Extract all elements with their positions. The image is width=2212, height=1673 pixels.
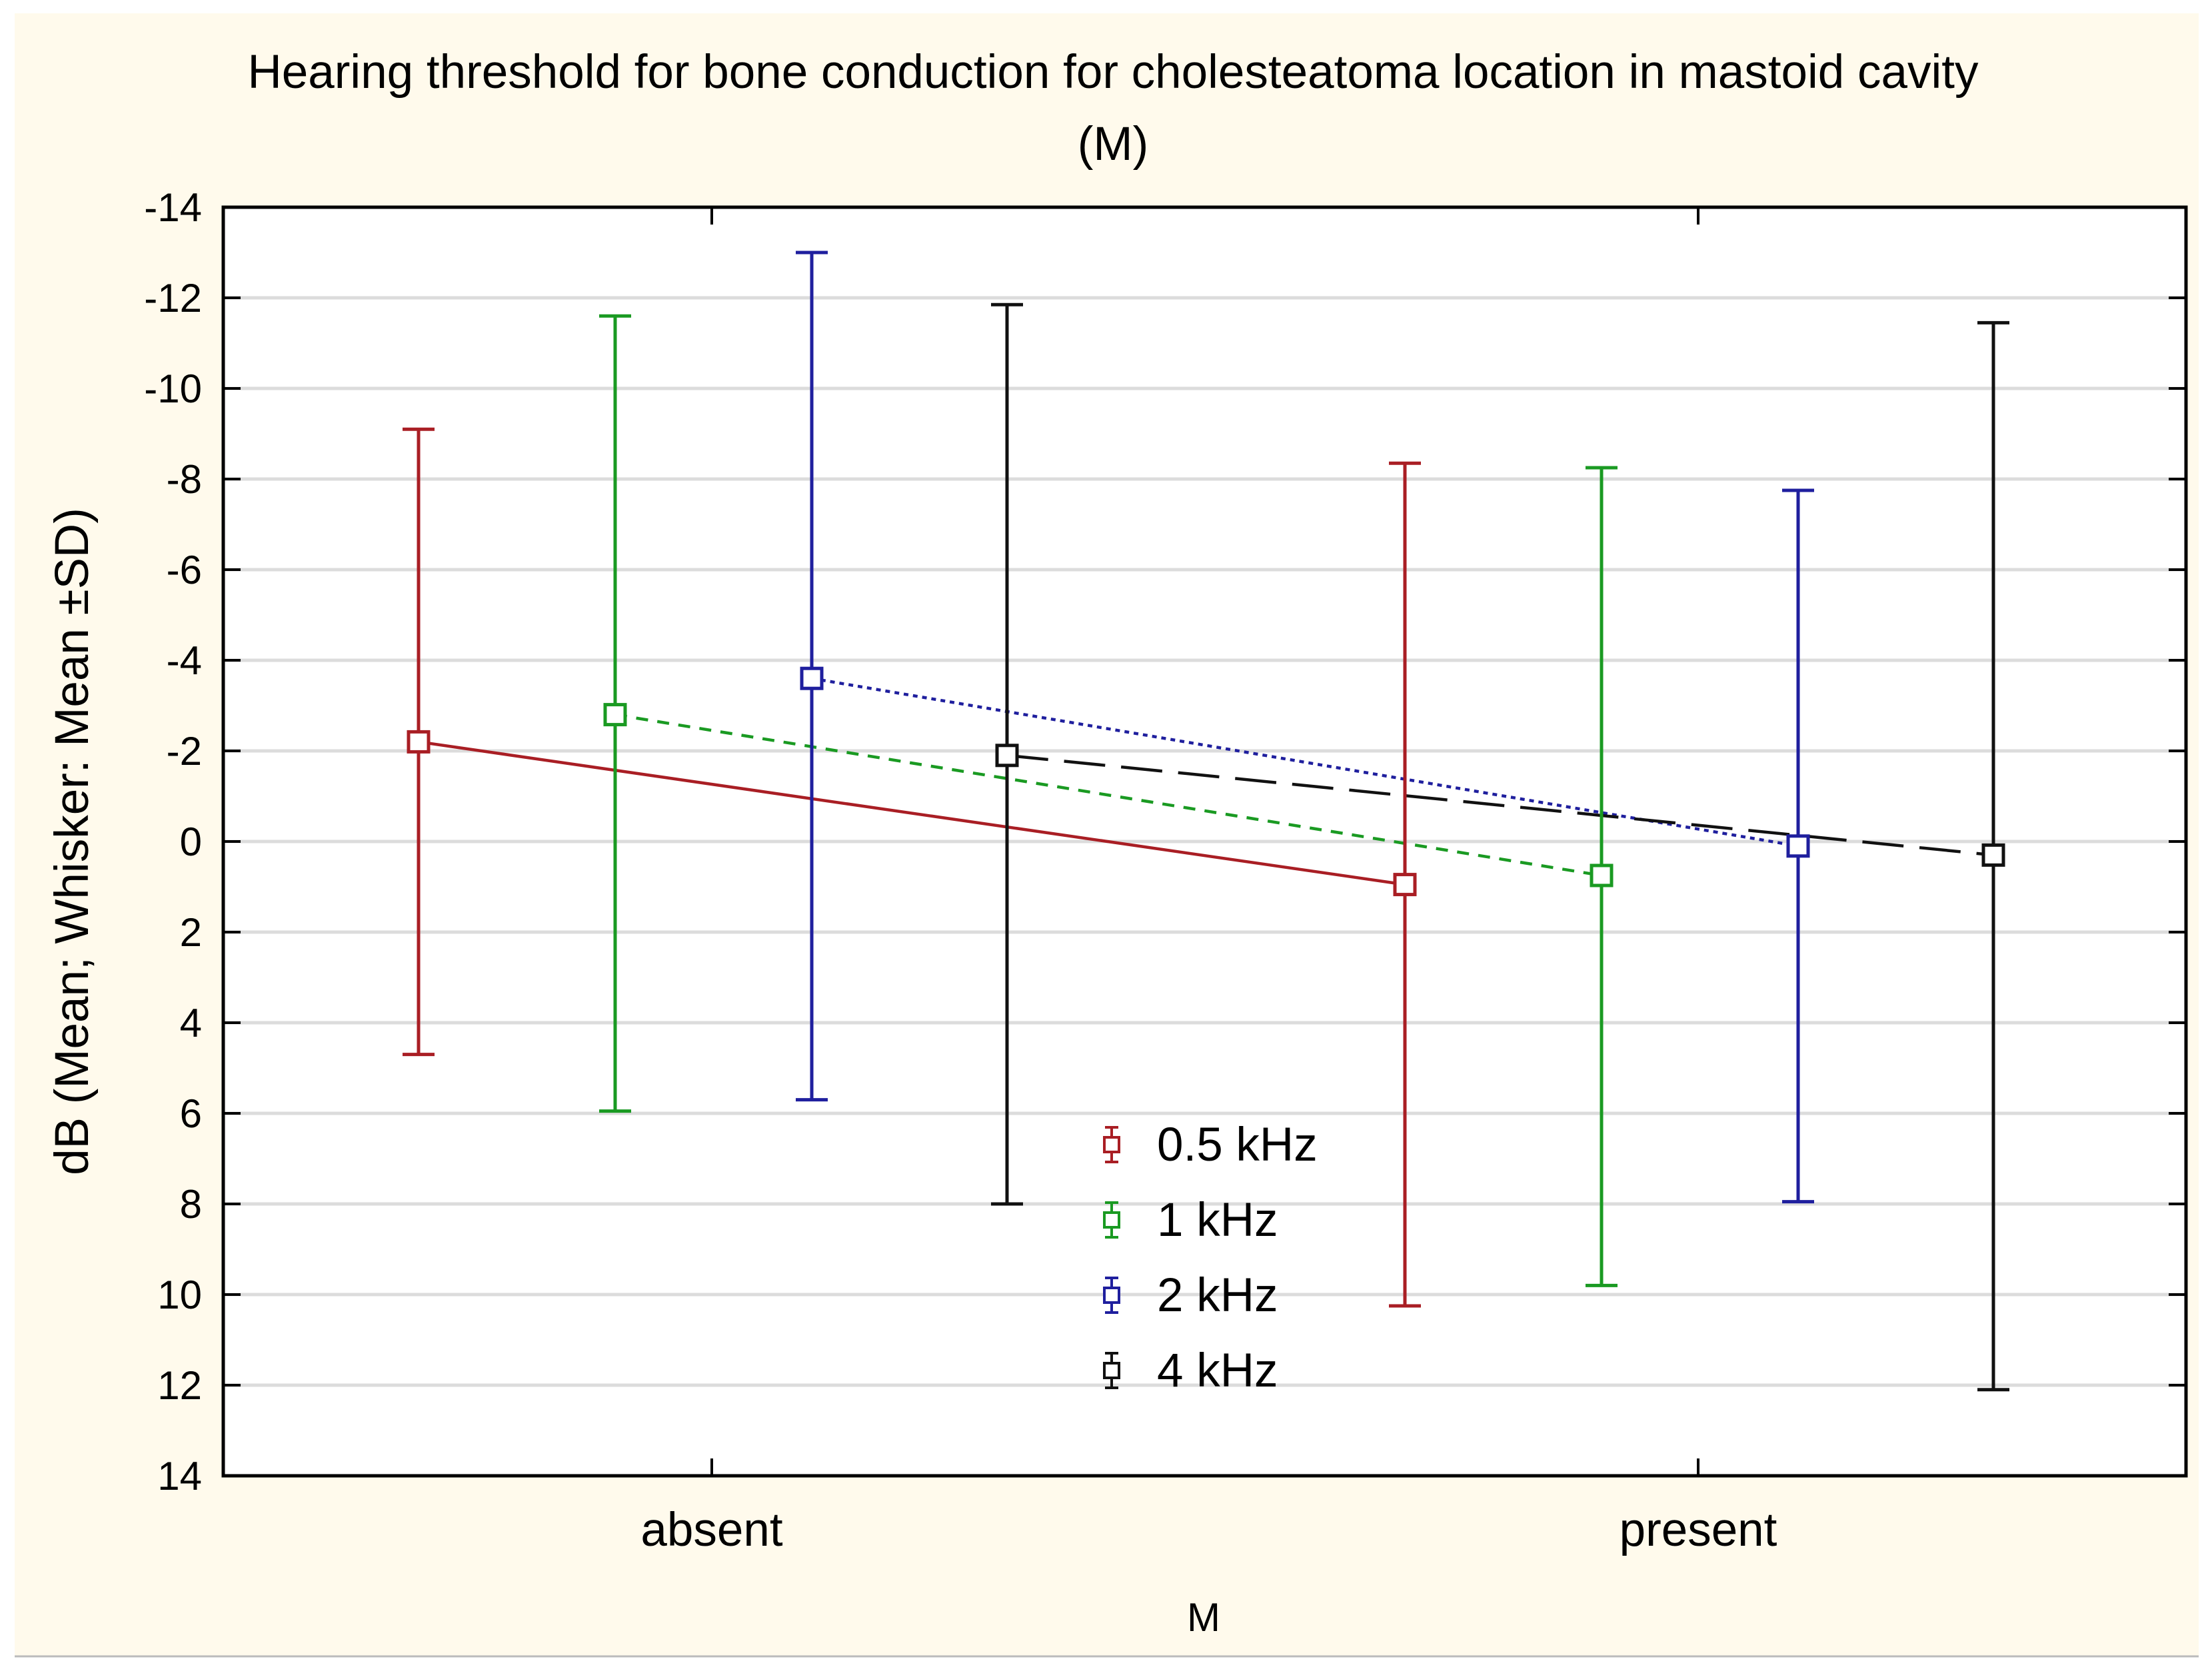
legend-swatch <box>1103 1362 1120 1379</box>
x-tick-label-present: present <box>1620 1504 1777 1556</box>
chart-title: Hearing threshold for bone conduction fo… <box>248 46 1979 99</box>
legend-label: 0.5 kHz <box>1157 1119 1318 1171</box>
mean-point <box>800 666 824 690</box>
y-tick-label: -12 <box>144 276 202 320</box>
gridlines <box>223 296 2186 1387</box>
series-line-0.5-kHz <box>418 740 1406 886</box>
y-tick-label: 14 <box>157 1454 202 1498</box>
legend-swatch <box>1103 1136 1120 1153</box>
legend-label: 4 kHz <box>1157 1345 1278 1397</box>
y-tick-label: -4 <box>167 638 202 683</box>
y-axis-ticks: -14 -12 -10 -8 -6 -4 -2 0 2 4 6 8 10 12 14 <box>144 185 2186 1498</box>
mean-point <box>603 703 627 727</box>
chart-title-line2: (M) <box>1078 118 1148 171</box>
legend-label: 2 kHz <box>1157 1269 1278 1322</box>
mean-point <box>1393 873 1417 897</box>
y-tick-label: -2 <box>167 729 202 774</box>
mean-point <box>1590 863 1614 887</box>
legend-swatch <box>1103 1211 1120 1229</box>
y-axis-label: dB (Mean; Whisker: Mean ±SD) <box>46 508 99 1175</box>
series-line-1-kHz <box>614 713 1602 877</box>
mean-point <box>1981 843 2005 867</box>
x-tick-label-absent: absent <box>640 1504 782 1556</box>
y-tick-label: -8 <box>167 457 202 502</box>
y-tick-label: 8 <box>180 1182 202 1227</box>
series-lines <box>418 676 1994 886</box>
y-tick-label: 10 <box>157 1273 202 1317</box>
y-tick-label: 2 <box>180 910 202 955</box>
y-tick-label: -14 <box>144 185 202 230</box>
mean-point <box>407 730 431 754</box>
y-tick-label: 6 <box>180 1091 202 1136</box>
y-tick-label: -10 <box>144 366 202 411</box>
legend: 0.5 kHz 1 kHz 2 kHz 4 kHz <box>1103 1119 1318 1397</box>
legend-swatch <box>1103 1287 1120 1304</box>
mean-point <box>1786 834 1810 858</box>
y-tick-label: 12 <box>157 1363 202 1408</box>
x-axis-ticks: absent present <box>640 207 1777 1556</box>
x-axis-label: M <box>1187 1595 1220 1640</box>
y-tick-label: 0 <box>180 820 202 864</box>
legend-label: 1 kHz <box>1157 1194 1278 1247</box>
mean-markers <box>407 666 2005 897</box>
y-tick-label: 4 <box>180 1001 202 1045</box>
y-tick-label: -6 <box>167 548 202 592</box>
series-line-2-kHz <box>811 676 1799 848</box>
mean-point <box>995 744 1019 768</box>
series-line-4-kHz <box>1006 754 1994 857</box>
